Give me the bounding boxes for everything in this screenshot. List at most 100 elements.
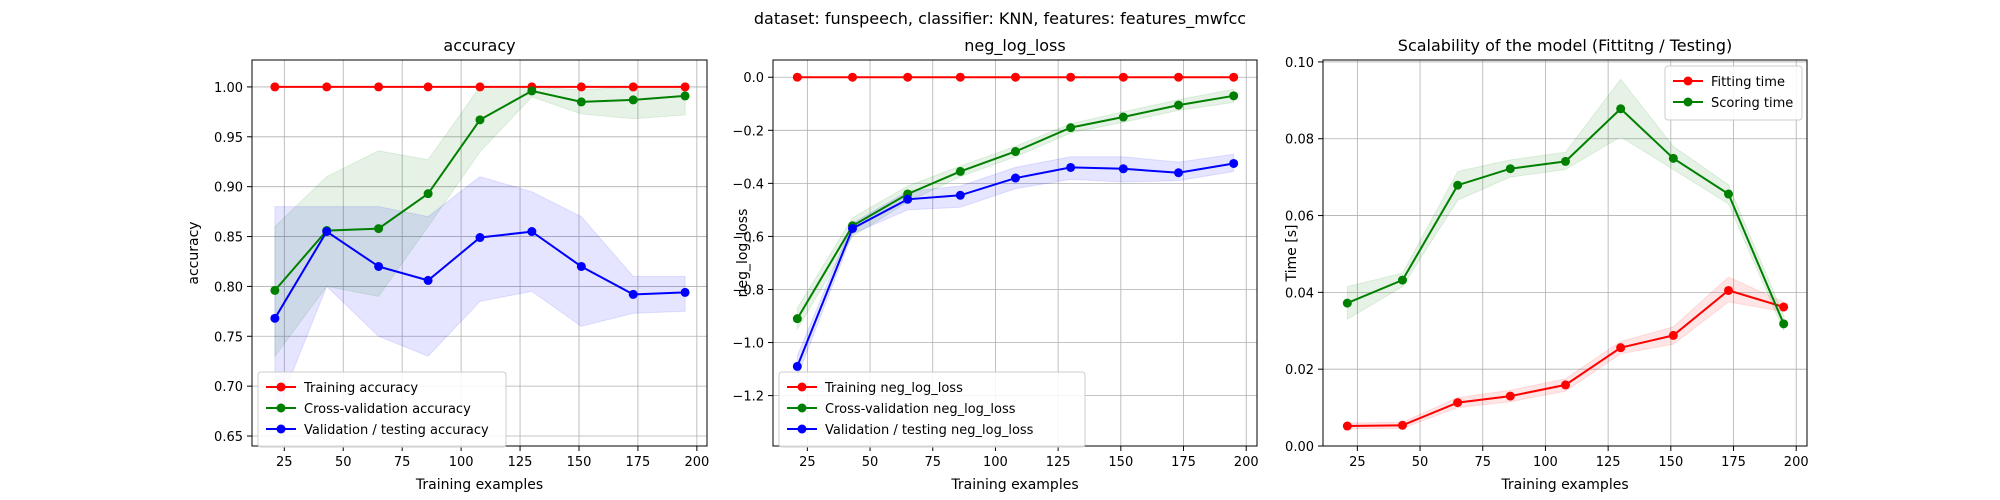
chart3-series-2-point: [1779, 319, 1789, 329]
chart3-xtick-label: 175: [1721, 455, 1746, 470]
chart1-series-1-point: [628, 82, 638, 92]
chart2-series-3-point: [1066, 162, 1076, 172]
chart2-series-2-point: [792, 314, 802, 324]
chart2-series-3-point: [1174, 168, 1184, 178]
chart2-series-2-point: [1066, 123, 1076, 133]
chart3-xtick-label: 200: [1784, 455, 1809, 470]
chart3-series-2-point: [1397, 275, 1407, 285]
chart1-series-2-point: [423, 189, 433, 199]
chart3-series-1-point: [1779, 302, 1789, 312]
chart2-ytick-label: −1.0: [732, 337, 764, 352]
chart1-series-3-point: [423, 275, 433, 285]
chart2-series-1-point: [1011, 72, 1021, 82]
chart1-series-2-point: [628, 95, 638, 105]
chart3-series-2-point: [1668, 153, 1678, 163]
chart1-xtick-label: 100: [449, 455, 474, 470]
chart2-series-3-point: [1011, 173, 1021, 183]
chart1-legend-label: Cross-validation accuracy: [304, 402, 471, 417]
chart2-legend-label: Training neg_log_loss: [824, 381, 963, 396]
chart1-xtick-label: 25: [276, 455, 293, 470]
chart3-series-1-point: [1505, 391, 1515, 401]
chart2-legend-label: Cross-validation neg_log_loss: [825, 402, 1016, 417]
chart1-series-3-point: [270, 313, 280, 323]
chart1-xtick-label: 175: [626, 455, 651, 470]
chart1-series-2-point: [527, 86, 537, 96]
chart1-legend-swatch-marker: [276, 403, 286, 413]
chart1-xtick-label: 75: [394, 455, 411, 470]
chart3-ytick-label: 0.08: [1285, 133, 1314, 148]
chart2-series-3-point: [1229, 158, 1239, 168]
chart3-axes-frame: [1322, 59, 1808, 447]
chart2-ytick-label: −1.2: [732, 390, 764, 405]
chart1-ytick-label: 0.85: [214, 231, 243, 246]
chart1-series-3-point: [475, 233, 485, 243]
chart2-legend-box: [778, 371, 1086, 448]
chart3-legend-swatch-marker: [1683, 76, 1693, 86]
figure-suptitle: dataset: funspeech, classifier: KNN, fea…: [754, 9, 1246, 29]
chart1-title: accuracy: [443, 36, 515, 55]
chart1-series-1-point: [475, 82, 485, 92]
chart1-xtick-label: 150: [567, 455, 592, 470]
chart3-band-2: [1346, 78, 1785, 331]
chart1-series-3-point: [374, 261, 384, 271]
chart1-xlabel: Training examples: [415, 477, 543, 493]
chart1-series-2-point: [270, 285, 280, 295]
chart2-xlabel: Training examples: [950, 477, 1078, 493]
chart3-series-1-point: [1453, 398, 1463, 408]
chart3-ytick-label: 0.06: [1285, 210, 1314, 225]
chart2-series-1-point: [1174, 72, 1184, 82]
chart3-xlabel: Training examples: [1500, 477, 1628, 493]
chart1-xtick-label: 125: [508, 455, 533, 470]
chart2-series-3-point: [792, 361, 802, 371]
chart2-series-3-point: [1118, 164, 1128, 174]
chart1-ytick-label: 0.95: [214, 131, 243, 146]
chart2-series-2-point: [1118, 112, 1128, 122]
chart1-series-1-point: [270, 82, 280, 92]
chart3-legend-box: [1664, 65, 1803, 121]
chart2-series-1-point: [955, 72, 965, 82]
chart3-series-2-point: [1505, 164, 1515, 174]
chart1-ytick-label: 0.90: [214, 181, 243, 196]
chart2-legend-swatch-marker: [797, 382, 807, 392]
chart3-series-1-point: [1397, 420, 1407, 430]
chart1-legend: Training accuracy Cross-validation accura…: [257, 371, 507, 448]
chart2-series-1-point: [1066, 72, 1076, 82]
chart1-series-2-point: [680, 91, 690, 101]
chart3-ytick-label: 0.04: [1285, 286, 1314, 301]
chart1-legend-label: Training accuracy: [303, 381, 418, 396]
chart1-xtick-label: 50: [335, 455, 352, 470]
chart3-series-2-point: [1561, 156, 1571, 166]
chart3-series-2-point: [1342, 298, 1352, 308]
chart1-series-1-point: [374, 82, 384, 92]
chart2-series-2-point: [955, 166, 965, 176]
chart2-xtick-label: 150: [1108, 455, 1133, 470]
chart3-series-2-point: [1453, 180, 1463, 190]
chart2-series-1-point: [847, 72, 857, 82]
chart3-legend: Fitting time Scoring time: [1664, 65, 1803, 121]
chart1-ytick-label: 1.00: [214, 81, 243, 96]
chart1-series-3-point: [680, 287, 690, 297]
chart1-ytick-label: 0.75: [214, 330, 243, 345]
chart2-series-3-point: [955, 190, 965, 200]
chart2-series-2-point: [1229, 91, 1239, 101]
chart2-legend: Training neg_log_loss Cross-validation ne…: [778, 371, 1086, 448]
chart3-ytick-label: 0.00: [1285, 440, 1314, 455]
chart3-xtick-label: 125: [1596, 455, 1621, 470]
chart1-series-1-point: [576, 82, 586, 92]
chart1-series-2-point: [475, 115, 485, 125]
chart2-series-1-point: [1229, 72, 1239, 82]
chart2-xtick-label: 50: [862, 455, 879, 470]
chart3-band-1: [1346, 276, 1785, 430]
chart1-ytick-label: 0.80: [214, 280, 243, 295]
chart2-ytick-label: 0.0: [743, 71, 764, 86]
chart2-series-1-point: [1118, 72, 1128, 82]
chart1-series-1-point: [680, 82, 690, 92]
chart2-xtick-label: 75: [924, 455, 941, 470]
chart3-legend-label: Fitting time: [1711, 75, 1785, 90]
chart1-legend-label: Validation / testing accuracy: [304, 423, 489, 438]
chart3-series-1-point: [1668, 330, 1678, 340]
chart2-ytick-label: −0.8: [732, 283, 764, 298]
chart2-xtick-label: 200: [1234, 455, 1259, 470]
chart2-title: neg_log_loss: [964, 36, 1065, 56]
